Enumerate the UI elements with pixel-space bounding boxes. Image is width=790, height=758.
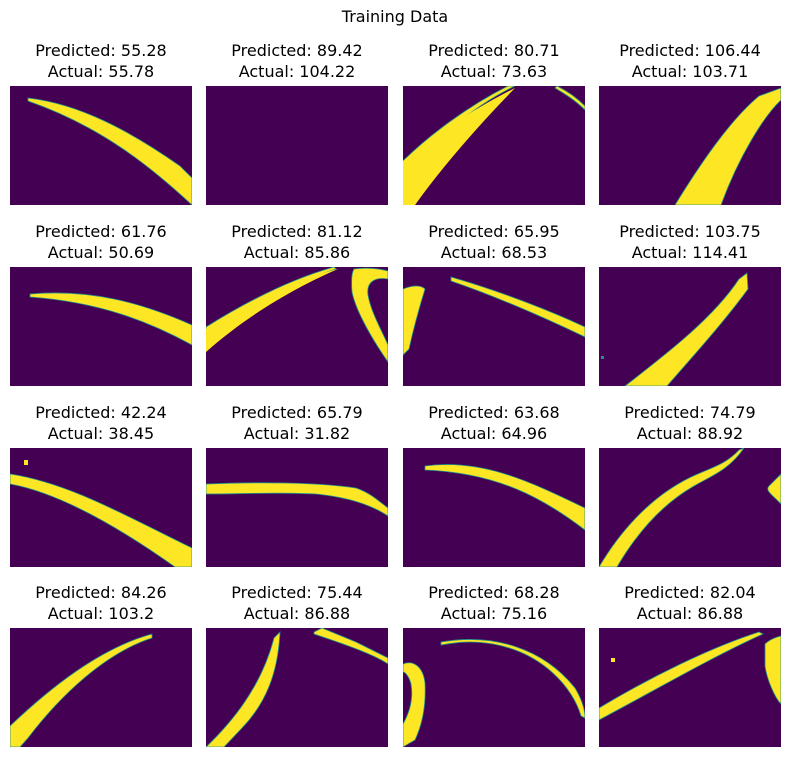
actual-label: Actual: 73.63	[440, 62, 548, 81]
panel-image	[10, 628, 192, 747]
panel-image	[206, 628, 388, 747]
panel-image	[10, 267, 192, 386]
predicted-label: Predicted: 65.95	[428, 222, 560, 241]
actual-label: Actual: 64.96	[440, 424, 548, 443]
panel-image	[599, 628, 781, 747]
predicted-label: Predicted: 81.12	[231, 222, 363, 241]
predicted-label: Predicted: 75.44	[231, 583, 363, 602]
predicted-label: Predicted: 80.71	[428, 41, 560, 60]
panel-image	[403, 448, 585, 567]
predicted-label: Predicted: 61.76	[35, 222, 167, 241]
actual-label: Actual: 85.86	[243, 243, 351, 262]
predicted-label: Predicted: 82.04	[624, 583, 756, 602]
predicted-label: Predicted: 68.28	[428, 583, 560, 602]
predicted-label: Predicted: 42.24	[35, 403, 167, 422]
predicted-label: Predicted: 63.68	[428, 403, 560, 422]
predicted-label: Predicted: 106.44	[619, 41, 761, 60]
actual-label: Actual: 50.69	[47, 243, 155, 262]
panel-image	[206, 86, 388, 205]
actual-label: Actual: 75.16	[440, 604, 548, 623]
panel-image	[403, 86, 585, 205]
panel-image	[599, 267, 781, 386]
predicted-label: Predicted: 84.26	[35, 583, 167, 602]
panel-image	[206, 267, 388, 386]
panel-image	[10, 86, 192, 205]
actual-label: Actual: 88.92	[636, 424, 744, 443]
panel-image	[206, 448, 388, 567]
actual-label: Actual: 38.45	[47, 424, 155, 443]
actual-label: Actual: 104.22	[238, 62, 356, 81]
predicted-label: Predicted: 103.75	[619, 222, 761, 241]
predicted-label: Predicted: 65.79	[231, 403, 363, 422]
panel-image	[403, 267, 585, 386]
actual-label: Actual: 55.78	[47, 62, 155, 81]
panel-image	[10, 448, 192, 567]
panel-image	[403, 628, 585, 747]
panel-image	[599, 86, 781, 205]
actual-label: Actual: 114.41	[631, 243, 749, 262]
actual-label: Actual: 31.82	[243, 424, 351, 443]
panel-image	[599, 448, 781, 567]
figure-title: Training Data	[341, 7, 449, 26]
predicted-label: Predicted: 74.79	[624, 403, 756, 422]
actual-label: Actual: 86.88	[636, 604, 744, 623]
actual-label: Actual: 68.53	[440, 243, 548, 262]
actual-label: Actual: 103.2	[47, 604, 155, 623]
predicted-label: Predicted: 89.42	[231, 41, 363, 60]
predicted-label: Predicted: 55.28	[35, 41, 167, 60]
actual-label: Actual: 86.88	[243, 604, 351, 623]
actual-label: Actual: 103.71	[631, 62, 749, 81]
